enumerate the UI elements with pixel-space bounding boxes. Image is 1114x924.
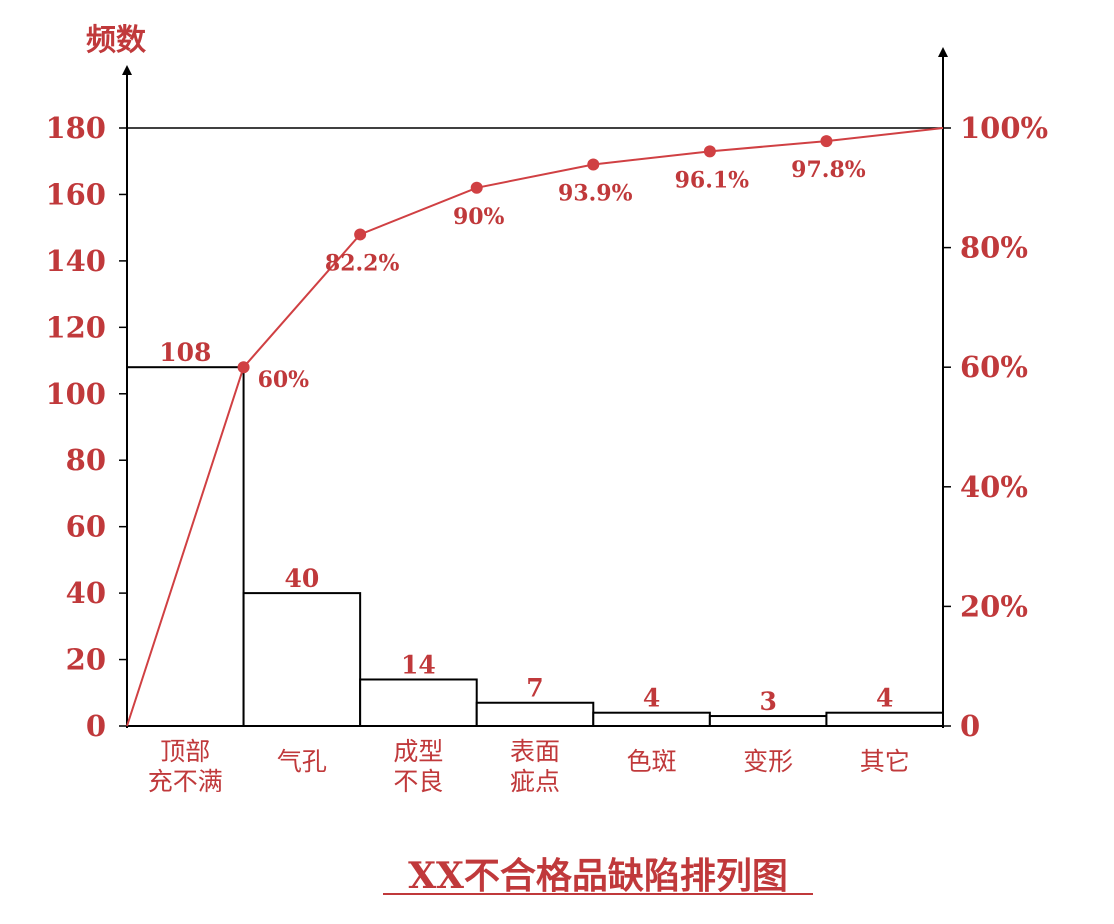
category-label: 其它 <box>860 747 910 776</box>
cumulative-percent-label: 60% <box>258 367 310 393</box>
right-tick-label: 40% <box>960 470 1028 504</box>
category-label: 气孔 <box>277 747 327 776</box>
cumulative-point <box>587 158 600 171</box>
category-label: 色斑 <box>627 747 677 776</box>
bar <box>475 701 595 728</box>
left-tick-label: 140 <box>45 244 106 278</box>
bar-value-label: 3 <box>759 687 776 716</box>
cumulative-point <box>354 228 367 241</box>
cumulative-point <box>470 181 483 194</box>
right-tick-label: 20% <box>960 589 1028 623</box>
cumulative-line-layer <box>126 127 944 727</box>
cumulative-point <box>237 361 250 374</box>
category-label: 表面 <box>510 737 560 766</box>
cumulative-point <box>703 145 716 158</box>
category-label: 不良 <box>393 767 443 796</box>
cumulative-percent-label: 90% <box>453 204 505 230</box>
bar-value-label: 108 <box>159 338 211 367</box>
axes-layer: 0 20 40 60 80 100 120 140 160 180 0 20% 40% 60% 80% 100… <box>45 47 1048 743</box>
left-tick-label: 180 <box>45 111 106 145</box>
y-axis-title: 频数 <box>86 23 147 58</box>
left-tick-label: 120 <box>45 310 106 344</box>
right-tick-label: 100% <box>960 111 1048 145</box>
cumulative-point <box>820 135 833 148</box>
category-label: 充不满 <box>148 767 223 796</box>
left-tick-label: 20 <box>66 643 106 677</box>
left-tick-label: 100 <box>45 377 106 411</box>
category-label: 疵点 <box>510 767 560 796</box>
category-label: 成型 <box>393 737 443 766</box>
left-tick-label: 40 <box>66 576 106 610</box>
bar-value-label: 4 <box>643 684 660 713</box>
bar-value-label: 4 <box>876 684 893 713</box>
cumulative-line <box>126 127 944 727</box>
left-tick-label: 80 <box>66 443 106 477</box>
bar-value-label: 14 <box>401 650 436 679</box>
bar <box>708 715 828 727</box>
bar <box>359 678 478 728</box>
left-tick-label: 160 <box>45 177 106 211</box>
right-tick-label: 0 <box>960 709 980 743</box>
cumulative-percent-label: 93.9% <box>558 180 633 206</box>
cumulative-percent-label: 97.8% <box>791 157 866 183</box>
category-label: 顶部 <box>160 737 210 766</box>
cumulative-percent-label: 96.1% <box>675 167 750 193</box>
category-label: 变形 <box>743 747 793 776</box>
bar <box>592 711 711 728</box>
bar-value-label: 40 <box>284 564 319 593</box>
cumulative-percent-label: 82.2% <box>325 250 400 276</box>
left-tick-label: 60 <box>66 510 106 544</box>
bar-value-label: 7 <box>526 674 543 703</box>
bars-layer <box>126 366 945 728</box>
left-tick-label: 0 <box>86 709 106 743</box>
right-tick-label: 60% <box>960 350 1028 384</box>
chart-title: XX不合格品缺陷排列图 <box>408 855 788 897</box>
right-tick-label: 80% <box>960 231 1028 265</box>
bar <box>242 592 362 727</box>
bar <box>825 711 945 728</box>
